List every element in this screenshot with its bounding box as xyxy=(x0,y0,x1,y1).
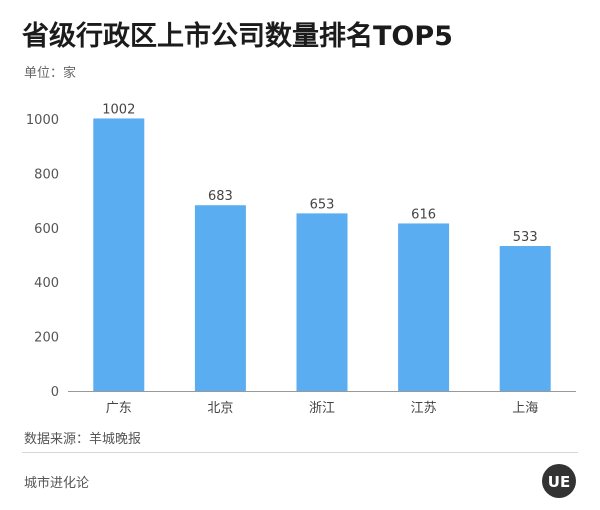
y-tick-label: 0 xyxy=(51,385,59,400)
bar xyxy=(194,205,246,391)
bar-value-label: 683 xyxy=(208,189,233,204)
bar-value-label: 533 xyxy=(513,230,538,245)
bar-series xyxy=(93,118,551,392)
bar xyxy=(499,246,551,391)
y-axis-ticks: 0 200 400 600 800 1000 xyxy=(26,113,59,400)
x-category-label: 上海 xyxy=(512,401,538,416)
x-axis-categories: 广东 北京 浙江 江苏 上海 xyxy=(106,400,538,416)
data-source: 数据来源：羊城晚报 xyxy=(24,432,142,447)
x-category-label: 浙江 xyxy=(309,401,335,416)
y-tick-label: 800 xyxy=(34,167,59,182)
unit-label: 单位：家 xyxy=(24,66,77,81)
bar-value-label: 653 xyxy=(310,197,335,212)
data-labels: 1002 683 653 616 533 xyxy=(102,102,537,245)
x-category-label: 北京 xyxy=(207,401,233,416)
y-tick-label: 200 xyxy=(34,331,59,346)
brand-name: 城市进化论 xyxy=(24,476,90,491)
footer-divider xyxy=(22,452,578,453)
bar xyxy=(93,118,145,392)
bar-chart: 0 200 400 600 800 1000 1002 683 653 616 533 广东 北京 浙… xyxy=(26,102,576,416)
logo-text: UE xyxy=(548,473,570,491)
y-tick-label: 1000 xyxy=(26,113,59,128)
bar-value-label: 1002 xyxy=(102,102,135,117)
x-category-label: 广东 xyxy=(106,401,132,416)
bar xyxy=(296,213,348,391)
bar-value-label: 616 xyxy=(411,207,436,222)
bar xyxy=(398,223,450,391)
y-tick-label: 600 xyxy=(34,222,59,237)
y-tick-label: 400 xyxy=(34,276,59,291)
chart-title: 省级行政区上市公司数量排名TOP5 xyxy=(22,21,453,52)
brand-logo-icon: UE xyxy=(542,464,576,498)
x-category-label: 江苏 xyxy=(411,400,437,416)
